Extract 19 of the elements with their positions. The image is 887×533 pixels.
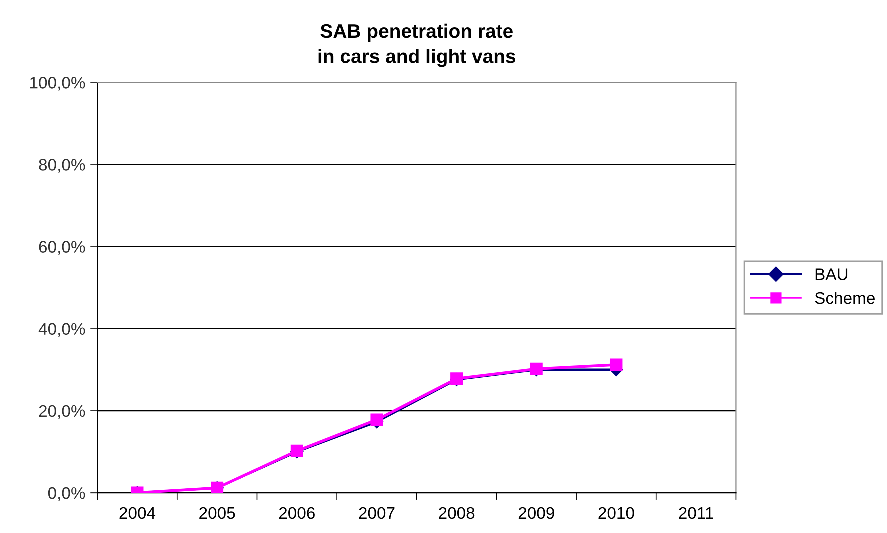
chart-title: SAB penetration rate in cars and light vans <box>318 24 516 68</box>
y-tick-label: 20,0% <box>39 405 86 420</box>
x-tick-label: 2010 <box>598 507 634 520</box>
y-tick-label: 0,0% <box>48 487 86 502</box>
y-tick-label: 40,0% <box>38 323 86 338</box>
x-tick-label: 2011 <box>679 507 714 520</box>
x-tick-label: 2005 <box>200 507 236 520</box>
legend-label: Scheme <box>815 292 875 304</box>
point <box>610 358 623 372</box>
x-tick-label: 2006 <box>279 507 315 520</box>
x-tick-label: 2004 <box>120 507 156 520</box>
point <box>370 414 384 426</box>
y-tick-label: 80,0% <box>39 159 86 173</box>
y-tick-label: 60,0% <box>39 241 86 255</box>
legend-label: BAU <box>816 268 848 280</box>
y-tick-label: 100,0% <box>30 77 86 91</box>
x-tick-label: 2007 <box>359 507 395 520</box>
x-tick-label: 2009 <box>518 507 554 520</box>
x-tick-label: 2008 <box>439 507 475 520</box>
